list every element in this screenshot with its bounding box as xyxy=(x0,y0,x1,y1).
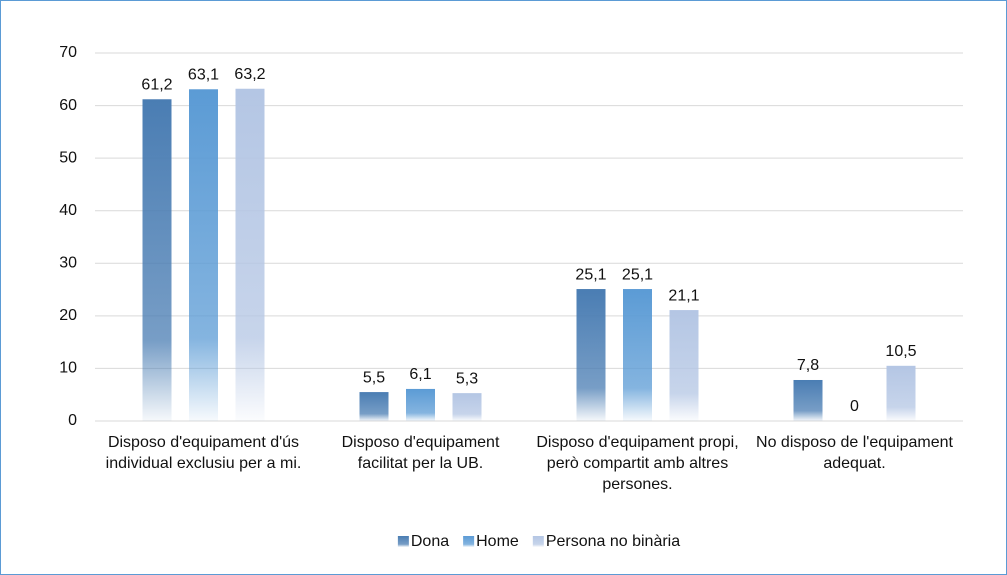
y-tick-label: 50 xyxy=(59,149,77,166)
legend-swatch xyxy=(532,536,544,547)
data-label: 0 xyxy=(850,398,859,415)
legend-label: Dona xyxy=(411,533,449,550)
data-label: 63,2 xyxy=(234,66,265,83)
data-label: 7,8 xyxy=(797,357,819,374)
data-label: 10,5 xyxy=(885,343,916,360)
bar xyxy=(669,310,699,421)
data-label: 21,1 xyxy=(668,287,699,304)
x-tick-label: Disposo d'equipament d'ús individual excl… xyxy=(106,434,302,472)
y-tick-label: 10 xyxy=(59,360,77,377)
legend-label: Home xyxy=(476,533,519,550)
data-label: 25,1 xyxy=(575,266,606,283)
y-tick-label: 20 xyxy=(59,307,77,324)
x-tick-label: Disposo d'equipament facilitat per la UB. xyxy=(342,434,500,472)
y-tick-label: 40 xyxy=(59,202,77,219)
x-tick-label: Disposo d'equipament propi, però comparti… xyxy=(536,434,738,493)
legend-label: Persona no binària xyxy=(546,533,680,550)
bar xyxy=(576,289,606,421)
y-tick-label: 70 xyxy=(59,44,77,61)
x-tick-label: No disposo de l'equipament adequat. xyxy=(756,434,954,472)
bar xyxy=(359,392,389,421)
y-tick-label: 60 xyxy=(59,97,77,114)
data-label: 63,1 xyxy=(188,66,219,83)
data-label: 25,1 xyxy=(622,266,653,283)
bar xyxy=(142,99,172,422)
legend-swatch xyxy=(463,536,475,547)
data-label: 5,3 xyxy=(456,370,478,387)
bar xyxy=(623,289,652,421)
bar xyxy=(235,88,265,422)
data-label: 6,1 xyxy=(409,366,431,383)
bar xyxy=(406,388,435,421)
bar xyxy=(793,379,823,421)
bar xyxy=(886,365,916,421)
data-label: 5,5 xyxy=(363,369,385,386)
y-tick-label: 30 xyxy=(59,255,77,272)
y-tick-label: 0 xyxy=(68,412,77,429)
bar xyxy=(189,89,218,421)
legend-swatch xyxy=(397,536,409,547)
data-label: 61,2 xyxy=(141,76,172,93)
bar xyxy=(452,393,482,421)
